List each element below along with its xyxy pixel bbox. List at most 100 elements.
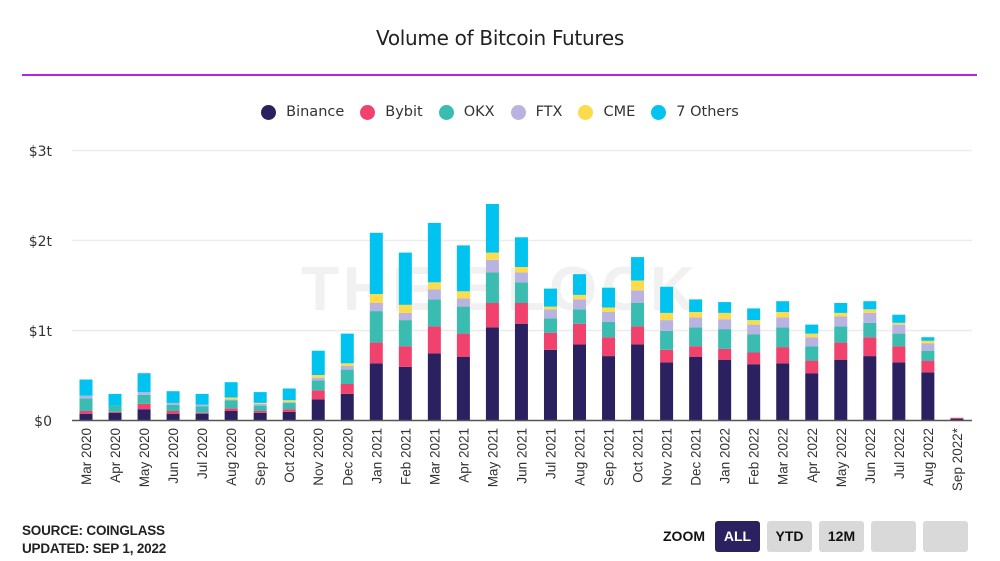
- bar-segment-binance[interactable]: [166, 413, 180, 420]
- bar-segment-okx[interactable]: [427, 299, 441, 327]
- bar-segment-7-others[interactable]: [834, 303, 848, 313]
- bar-segment-bybit[interactable]: [689, 346, 703, 357]
- bar-segment-7-others[interactable]: [689, 299, 703, 312]
- bar-segment-binance[interactable]: [718, 359, 732, 420]
- bar-segment-binance[interactable]: [660, 362, 674, 420]
- bar-segment-binance[interactable]: [340, 393, 354, 420]
- bar-segment-okx[interactable]: [660, 330, 674, 350]
- bar-segment-ftx[interactable]: [776, 317, 790, 328]
- bar-stack[interactable]: [514, 237, 528, 420]
- bar-segment-ftx[interactable]: [224, 399, 238, 401]
- bar-segment-cme[interactable]: [776, 312, 790, 318]
- bar-segment-cme[interactable]: [485, 252, 499, 260]
- bar-segment-binance[interactable]: [108, 412, 122, 420]
- bar-segment-ftx[interactable]: [427, 289, 441, 300]
- bar-segment-ftx[interactable]: [631, 290, 645, 303]
- bar-segment-7-others[interactable]: [195, 393, 209, 405]
- bar-segment-okx[interactable]: [369, 311, 383, 343]
- bar-segment-bybit[interactable]: [514, 303, 528, 324]
- bar-stack[interactable]: [921, 337, 935, 420]
- bar-segment-bybit[interactable]: [195, 412, 209, 414]
- bar-segment-bybit[interactable]: [660, 349, 674, 363]
- bar-segment-binance[interactable]: [137, 409, 151, 420]
- bar-segment-cme[interactable]: [311, 375, 325, 378]
- bar-segment-7-others[interactable]: [398, 252, 412, 305]
- bar-segment-7-others[interactable]: [369, 232, 383, 294]
- bar-stack[interactable]: [485, 204, 499, 420]
- bar-segment-bybit[interactable]: [602, 337, 616, 357]
- bar-segment-bybit[interactable]: [718, 348, 732, 360]
- bar-stack[interactable]: [166, 391, 180, 420]
- bar-segment-ftx[interactable]: [195, 404, 209, 407]
- bar-segment-cme[interactable]: [573, 294, 587, 300]
- bar-segment-binance[interactable]: [573, 344, 587, 420]
- bar-segment-binance[interactable]: [863, 356, 877, 420]
- bar-segment-7-others[interactable]: [514, 237, 528, 267]
- bar-segment-binance[interactable]: [253, 412, 267, 420]
- bar-segment-okx[interactable]: [747, 334, 761, 353]
- bar-stack[interactable]: [543, 288, 557, 420]
- zoom-ytd-button[interactable]: YTD: [767, 520, 812, 552]
- bar-segment-cme[interactable]: [602, 307, 616, 313]
- bar-stack[interactable]: [456, 245, 470, 420]
- bar-segment-binance[interactable]: [631, 344, 645, 420]
- bar-segment-cme[interactable]: [689, 312, 703, 318]
- bar-stack[interactable]: [108, 393, 122, 420]
- bar-segment-bybit[interactable]: [282, 409, 296, 412]
- bar-segment-okx[interactable]: [834, 326, 848, 343]
- bar-segment-binance[interactable]: [805, 373, 819, 420]
- legend-item-others[interactable]: 7 Others: [651, 104, 739, 120]
- bar-stack[interactable]: [573, 274, 587, 420]
- bar-segment-bybit[interactable]: [137, 403, 151, 410]
- bar-segment-7-others[interactable]: [892, 314, 906, 323]
- bar-segment-7-others[interactable]: [573, 274, 587, 295]
- bar-stack[interactable]: [718, 302, 732, 420]
- bar-stack[interactable]: [311, 350, 325, 420]
- bar-segment-bybit[interactable]: [747, 352, 761, 365]
- bar-segment-7-others[interactable]: [747, 308, 761, 321]
- bar-stack[interactable]: [689, 299, 703, 420]
- bar-segment-ftx[interactable]: [805, 337, 819, 347]
- bar-segment-7-others[interactable]: [108, 393, 122, 406]
- bar-segment-bybit[interactable]: [834, 342, 848, 360]
- bar-stack[interactable]: [805, 324, 819, 420]
- bar-stack[interactable]: [834, 303, 848, 420]
- bar-segment-7-others[interactable]: [224, 382, 238, 398]
- bar-segment-bybit[interactable]: [573, 323, 587, 345]
- bar-segment-7-others[interactable]: [805, 324, 819, 334]
- legend-item-bybit[interactable]: Bybit: [360, 104, 423, 120]
- bar-segment-binance[interactable]: [224, 411, 238, 420]
- zoom-blank-button[interactable]: [871, 520, 916, 552]
- bar-segment-okx[interactable]: [195, 406, 209, 413]
- bar-segment-bybit[interactable]: [921, 360, 935, 373]
- bar-segment-bybit[interactable]: [950, 417, 964, 419]
- legend-item-cme[interactable]: CME: [578, 104, 635, 120]
- bar-segment-ftx[interactable]: [282, 402, 296, 403]
- bar-segment-binance[interactable]: [921, 372, 935, 420]
- bar-segment-cme[interactable]: [921, 340, 935, 344]
- bar-segment-ftx[interactable]: [137, 392, 151, 395]
- bar-segment-binance[interactable]: [689, 357, 703, 420]
- bar-segment-7-others[interactable]: [863, 301, 877, 310]
- bar-segment-7-others[interactable]: [776, 301, 790, 312]
- bar-segment-cme[interactable]: [660, 312, 674, 321]
- bar-segment-cme[interactable]: [398, 304, 412, 313]
- bar-segment-7-others[interactable]: [166, 391, 180, 403]
- bar-segment-ftx[interactable]: [79, 395, 93, 399]
- bar-segment-ftx[interactable]: [747, 324, 761, 335]
- bar-segment-bybit[interactable]: [543, 332, 557, 350]
- bar-segment-bybit[interactable]: [631, 326, 645, 345]
- bar-segment-okx[interactable]: [631, 303, 645, 327]
- bar-segment-okx[interactable]: [689, 327, 703, 347]
- bar-segment-binance[interactable]: [369, 363, 383, 420]
- bar-segment-ftx[interactable]: [485, 259, 499, 273]
- bar-segment-okx[interactable]: [166, 404, 180, 411]
- bar-segment-cme[interactable]: [340, 363, 354, 366]
- bar-segment-binance[interactable]: [514, 323, 528, 420]
- bar-segment-bybit[interactable]: [863, 337, 877, 357]
- bar-segment-binance[interactable]: [776, 363, 790, 420]
- bar-segment-cme[interactable]: [747, 320, 761, 325]
- bar-segment-okx[interactable]: [340, 369, 354, 384]
- bar-segment-ftx[interactable]: [660, 320, 674, 331]
- bar-segment-binance[interactable]: [602, 356, 616, 420]
